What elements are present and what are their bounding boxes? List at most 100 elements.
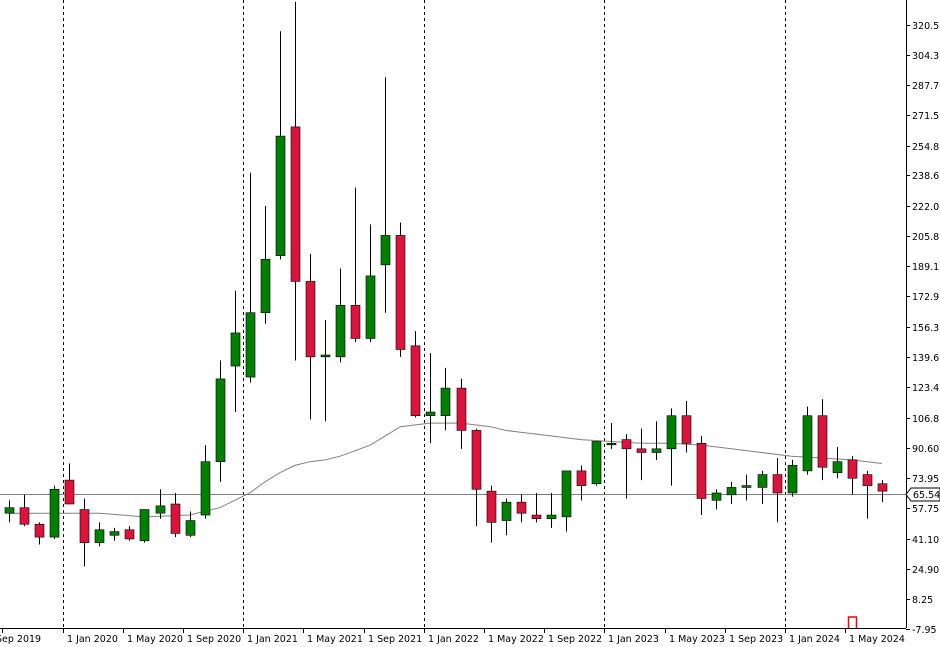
candle-body-down (772, 474, 783, 494)
candle-body-down (576, 470, 587, 486)
time-tick-label: 1 Sep 2022 (548, 634, 602, 645)
candle (877, 480, 888, 503)
candle-body-down (64, 479, 75, 505)
candle (49, 485, 60, 539)
candle (832, 446, 843, 479)
candle (64, 463, 75, 505)
candle (516, 494, 527, 523)
time-tick-label: 1 May 2022 (488, 634, 544, 645)
candle (847, 456, 858, 495)
current-price-text: 65.54 (913, 490, 940, 501)
candle (711, 489, 722, 510)
candle (4, 500, 15, 523)
candle-body-up (666, 415, 677, 450)
current-price-label: 65.54 (905, 487, 940, 502)
candle (245, 172, 256, 383)
time-tick-label: 1 May 2020 (127, 634, 183, 645)
price-tick-label: 238.65 (912, 171, 940, 182)
candle (606, 423, 617, 449)
candle (621, 434, 632, 499)
price-tick-label: 41.10 (912, 535, 939, 546)
candle-body-down (531, 514, 542, 520)
candle (410, 331, 421, 418)
candle-body-up (591, 441, 602, 485)
price-tick-label: 304.35 (912, 51, 940, 62)
candle (139, 509, 150, 543)
candle (200, 445, 211, 519)
candle-body-up (230, 332, 241, 367)
candle-body-down (862, 474, 873, 486)
price-tick-label: -7.95 (912, 625, 937, 636)
candle-body-down (817, 415, 828, 468)
candle (124, 526, 135, 541)
candle-body-up (185, 520, 196, 536)
candle-body-down (19, 507, 30, 525)
candle (561, 470, 572, 532)
time-tick-label: 1 Jan 2022 (428, 634, 479, 645)
candle (380, 77, 391, 313)
candle (636, 428, 647, 481)
candle (395, 222, 406, 357)
candle-body-up (245, 312, 256, 378)
candle-body-up (320, 354, 331, 358)
candle-body-up (109, 531, 120, 536)
candle (260, 205, 271, 324)
price-tick-label: 8.25 (912, 595, 933, 606)
candle-body-down (877, 483, 888, 492)
candle-body-up (335, 305, 346, 358)
candle (215, 360, 226, 482)
time-tick-label: 1 Jan 2020 (67, 634, 118, 645)
candle-body-down (124, 529, 135, 540)
candle (531, 492, 542, 523)
candle (726, 481, 737, 505)
candle (817, 399, 828, 481)
candle-body-down (681, 415, 692, 444)
candle-body-up (365, 275, 376, 339)
time-tick-label: 1 Sep 2021 (368, 634, 422, 645)
candle (320, 320, 331, 422)
candle-body-down (847, 459, 858, 479)
candle (591, 441, 602, 486)
candle-body-up (787, 465, 798, 494)
price-tick-label: 287.70 (912, 81, 940, 92)
candle-body-up (94, 529, 105, 543)
candle (501, 498, 512, 536)
price-tick-label: 123.45 (912, 383, 940, 394)
candle-body-down (486, 490, 497, 523)
price-tick-label: 172.95 (912, 292, 940, 303)
candle (546, 492, 557, 528)
candle-body-up (546, 514, 557, 520)
period-marker (847, 616, 858, 629)
candle-body-down (456, 387, 467, 431)
candle (862, 470, 873, 519)
candle (230, 290, 241, 413)
candle-body-down (471, 430, 482, 490)
price-tick-label: 254.85 (912, 142, 940, 153)
candle (94, 522, 105, 547)
candle (185, 511, 196, 538)
price-tick-label: 106.80 (912, 414, 940, 425)
time-tick-label: 1 Jan 2021 (247, 634, 298, 645)
candle-body-up (425, 411, 436, 417)
time-tick-label: 1 May 2024 (849, 634, 905, 645)
candle-body-down (395, 235, 406, 350)
candle (772, 458, 783, 523)
candle (34, 522, 45, 545)
candle (305, 253, 316, 420)
price-tick-label: 156.30 (912, 323, 940, 334)
candle-body-up (139, 509, 150, 542)
price-tick-label: 189.15 (912, 262, 940, 273)
candle-body-up (741, 485, 752, 488)
candle (155, 489, 166, 519)
candle-body-up (802, 415, 813, 472)
candle (757, 470, 768, 505)
candle-body-down (34, 523, 45, 538)
candle (365, 224, 376, 343)
time-tick-label: 1 May 2023 (669, 634, 725, 645)
candle-body-up (260, 259, 271, 313)
price-tick-label: 222.00 (912, 202, 940, 213)
candles (4, 1, 888, 567)
price-tick-label: 205.80 (912, 232, 940, 243)
candle (471, 428, 482, 527)
